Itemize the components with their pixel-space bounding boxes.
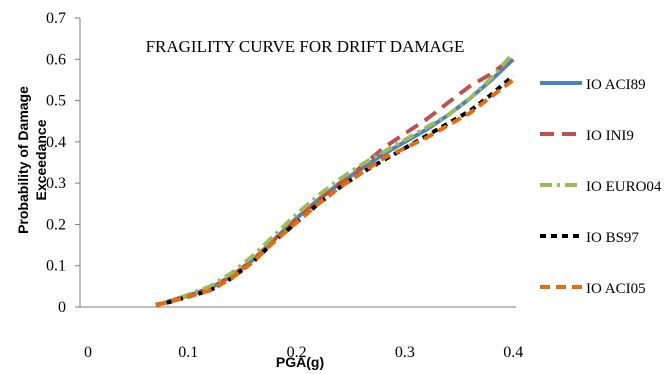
x-tick-label: 0.1 — [178, 344, 198, 361]
y-tick-label: 0 — [58, 299, 66, 316]
x-tick-label: 0.4 — [503, 344, 523, 361]
y-axis-label-line2: Exceedance — [33, 119, 49, 200]
legend-label: IO EURO04 — [586, 179, 662, 195]
y-tick-label: 0.3 — [46, 175, 66, 192]
y-tick-label: 0.2 — [46, 216, 66, 233]
y-tick-label: 0.6 — [46, 51, 66, 68]
y-axis-label: Probability of Damage Exceedance — [15, 86, 49, 234]
y-axis-label-line1: Probability of Damage — [15, 86, 31, 234]
y-tick-label: 0.1 — [46, 258, 66, 275]
y-tick-label: 0.7 — [46, 10, 66, 27]
chart-axes — [79, 18, 516, 308]
x-tick-label: 0.3 — [395, 344, 415, 361]
series-line-io-aci89 — [155, 57, 515, 307]
series-line-io-aci05 — [155, 78, 515, 307]
series-line-io-ini9 — [155, 55, 515, 307]
chart-title: FRAGILITY CURVE FOR DRIFT DAMAGE — [146, 37, 465, 56]
legend-label: IO INI9 — [586, 128, 634, 144]
series-line-io-euro04 — [155, 51, 515, 307]
x-axis-label: PGA(g) — [276, 354, 324, 370]
x-tick-label: 0 — [84, 344, 92, 361]
y-tick-label: 0.5 — [46, 93, 66, 110]
legend-label: IO ACI05 — [586, 281, 646, 297]
y-tick-label: 0.4 — [46, 134, 66, 151]
legend-label: IO ACI89 — [586, 77, 646, 93]
chart-ticks: 0 0.1 0.2 0.3 0.4 0.5 0.6 0.7 0 0.1 0.2 0.3 0.4 — [46, 10, 523, 361]
chart-legend: IO ACI89 IO INI9 IO EURO04 IO BS97 IO ACI05 — [540, 77, 662, 297]
x-tick-label: 0.2 — [287, 344, 307, 361]
legend-label: IO BS97 — [586, 230, 639, 246]
chart-series — [155, 51, 515, 307]
